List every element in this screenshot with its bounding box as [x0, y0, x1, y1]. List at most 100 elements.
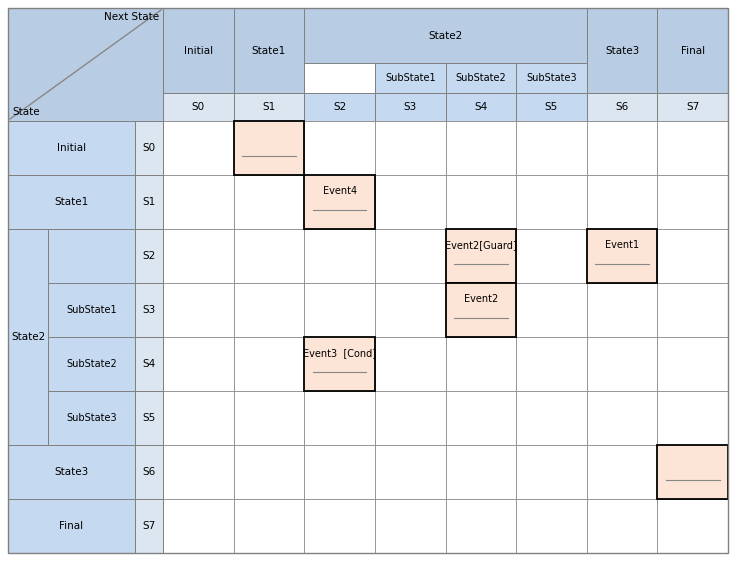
Text: SubState2: SubState2 [66, 359, 117, 369]
Bar [233, 391, 304, 445]
Bar [657, 445, 728, 499]
Bar [304, 337, 375, 391]
Bar [304, 229, 375, 283]
Bar [48, 283, 135, 337]
Bar [163, 93, 233, 121]
Text: SubState1: SubState1 [385, 73, 436, 83]
Bar [516, 445, 587, 499]
Text: S1: S1 [142, 197, 155, 207]
Bar [8, 445, 135, 499]
Bar [304, 121, 375, 175]
Text: S7: S7 [686, 102, 699, 112]
Bar [8, 499, 48, 553]
Bar [304, 445, 375, 499]
Bar [8, 8, 163, 121]
Text: Initial: Initial [57, 143, 86, 153]
Bar [304, 283, 375, 337]
Text: State2: State2 [428, 30, 463, 40]
Bar [657, 337, 728, 391]
Bar [445, 283, 516, 337]
Bar [516, 175, 587, 229]
Bar [375, 283, 445, 337]
Bar [657, 283, 728, 337]
Text: State: State [12, 107, 40, 117]
Text: S7: S7 [142, 521, 155, 531]
Bar [233, 499, 304, 553]
Text: State1: State1 [252, 45, 286, 56]
Bar [163, 8, 233, 93]
Bar [445, 63, 516, 93]
Bar [304, 8, 587, 63]
Text: S5: S5 [142, 413, 155, 423]
Bar [233, 175, 304, 229]
Bar [445, 391, 516, 445]
Text: Event3  [Cond]: Event3 [Cond] [303, 348, 376, 358]
Bar [657, 499, 728, 553]
Bar [375, 63, 445, 93]
Bar [516, 283, 587, 337]
Bar [375, 499, 445, 553]
Bar [375, 121, 445, 175]
Bar [135, 391, 163, 445]
Bar [516, 391, 587, 445]
Bar [163, 121, 233, 175]
Bar [587, 229, 657, 283]
Bar [657, 121, 728, 175]
Bar [375, 391, 445, 445]
Text: State1: State1 [54, 197, 88, 207]
Bar [163, 283, 233, 337]
Bar [233, 93, 304, 121]
Bar [516, 63, 587, 93]
Bar [587, 229, 657, 283]
Bar [587, 499, 657, 553]
Text: S0: S0 [143, 143, 155, 153]
Bar [516, 337, 587, 391]
Bar [48, 391, 135, 445]
Text: Initial: Initial [184, 45, 213, 56]
Bar [304, 391, 375, 445]
Text: State3: State3 [54, 467, 88, 477]
Text: S0: S0 [192, 102, 205, 112]
Bar [445, 175, 516, 229]
Bar [8, 445, 48, 499]
Bar [657, 445, 728, 499]
Text: Final: Final [60, 521, 84, 531]
Text: Final: Final [681, 45, 705, 56]
Bar [657, 229, 728, 283]
Bar [163, 391, 233, 445]
Bar [163, 445, 233, 499]
Bar [8, 175, 48, 229]
Text: S3: S3 [403, 102, 417, 112]
Bar [233, 283, 304, 337]
Bar [587, 8, 657, 93]
Bar [445, 121, 516, 175]
Bar [163, 337, 233, 391]
Bar [304, 93, 375, 121]
Bar [445, 229, 516, 283]
Bar [375, 93, 445, 121]
Text: S6: S6 [142, 467, 155, 477]
Bar [587, 121, 657, 175]
Text: Event1: Event1 [605, 240, 639, 250]
Text: Event2: Event2 [464, 294, 498, 304]
Bar [375, 229, 445, 283]
Text: S6: S6 [615, 102, 629, 112]
Bar [516, 121, 587, 175]
Bar [657, 175, 728, 229]
Text: S5: S5 [545, 102, 558, 112]
Text: SubState1: SubState1 [66, 305, 117, 315]
Text: SubState3: SubState3 [66, 413, 117, 423]
Bar [135, 337, 163, 391]
Bar [587, 93, 657, 121]
Text: State3: State3 [605, 45, 639, 56]
Bar [375, 175, 445, 229]
Bar [445, 445, 516, 499]
Bar [135, 499, 163, 553]
Bar [445, 283, 516, 337]
Bar [233, 445, 304, 499]
Bar [445, 499, 516, 553]
Bar [135, 175, 163, 229]
Text: Event2[Guard]: Event2[Guard] [445, 240, 517, 250]
Bar [657, 391, 728, 445]
Bar [163, 229, 233, 283]
